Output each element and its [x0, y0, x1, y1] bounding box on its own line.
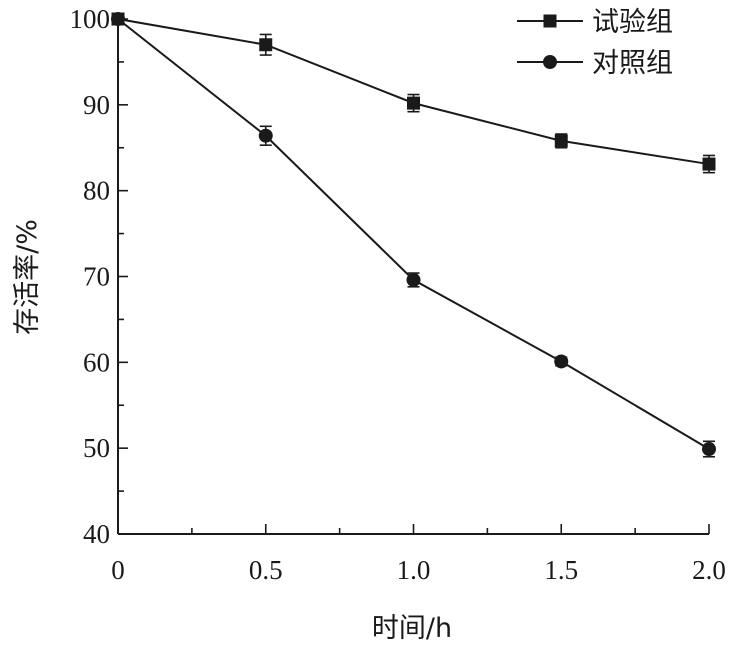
legend-label: 对照组: [592, 48, 673, 79]
y-tick-label: 60: [83, 347, 110, 377]
y-tick-label: 50: [83, 433, 110, 463]
y-tick-label: 90: [83, 90, 110, 120]
data-point: [258, 128, 273, 143]
y-tick-label: 40: [83, 519, 110, 549]
x-tick-label: 2.0: [692, 555, 726, 585]
legend-marker: [543, 55, 557, 69]
legend-entry: 试验组: [517, 7, 673, 38]
data-point: [554, 354, 569, 369]
data-point: [702, 442, 716, 457]
series-line: [117, 18, 710, 166]
series-2: [111, 12, 716, 458]
data-point: [111, 12, 125, 26]
x-tick-label: 0.5: [249, 555, 283, 585]
series-layer: [111, 12, 716, 458]
data-point: [259, 38, 273, 52]
y-tick-label: 80: [83, 176, 110, 206]
y-axis-title: 存活率/%: [12, 219, 43, 335]
data-point: [554, 134, 568, 148]
y-tick-label: 70: [83, 262, 110, 292]
y-tick-label: 100: [70, 4, 111, 34]
legend-marker: [543, 14, 557, 28]
legend-label: 试验组: [592, 7, 673, 38]
x-tick-label: 0: [111, 555, 125, 585]
x-tick-label: 1.0: [397, 555, 431, 585]
x-ticks: 0 0.5 1.0 1.5 2.0: [111, 524, 726, 585]
y-ticks: 40 50 60 70 80 90 100: [70, 4, 128, 549]
x-tick-label: 1.5: [544, 555, 578, 585]
data-point: [702, 157, 716, 171]
legend-entry: 对照组: [517, 48, 673, 79]
data-point: [406, 272, 421, 287]
series-line: [117, 18, 710, 450]
x-axis-title: 时间/h: [372, 613, 452, 644]
data-point: [407, 96, 420, 110]
